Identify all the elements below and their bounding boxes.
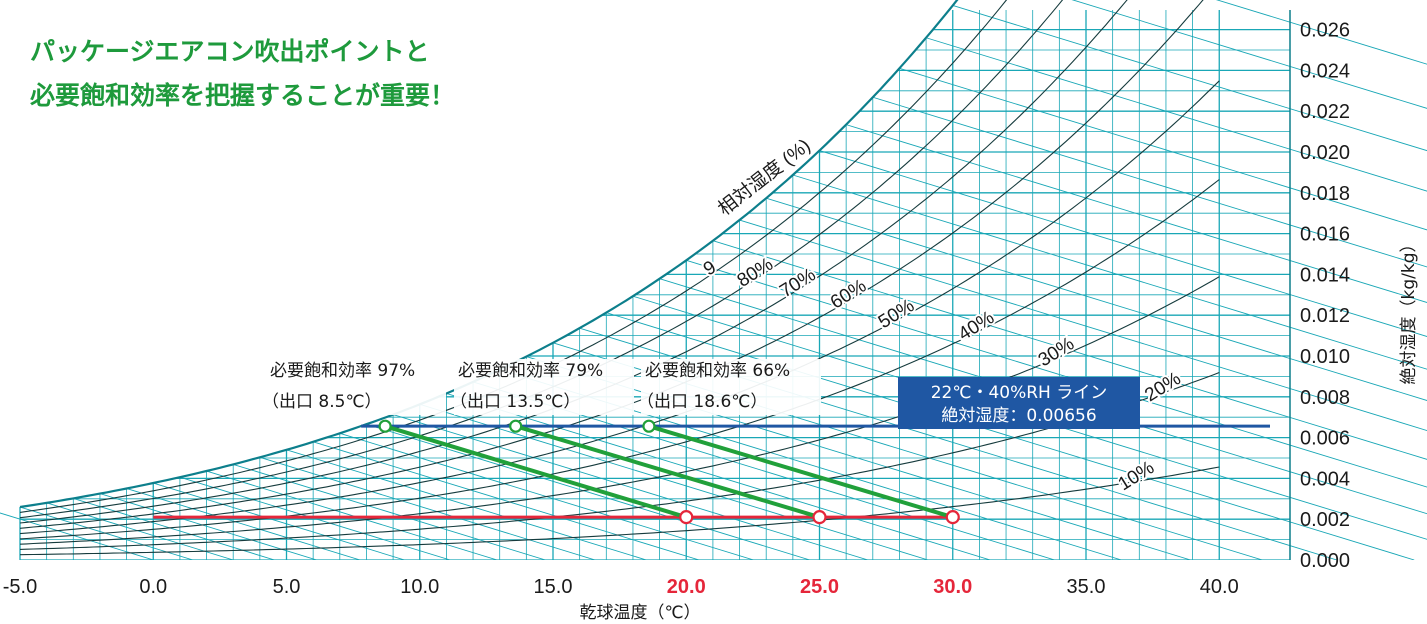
x-axis-title: 乾球温度（℃）: [579, 603, 700, 623]
wet-bulb-line: [366, 423, 811, 560]
process-sublabel: （出口 8.5℃）: [262, 392, 382, 412]
x-tick-label: 20.0: [667, 576, 706, 598]
wet-bulb-line: [766, 197, 1427, 401]
cooling-process-line: [648, 424, 954, 520]
headline-line2: 必要飽和効率を把握することが重要！: [30, 81, 455, 110]
wet-bulb-line: [259, 456, 596, 560]
wet-bulb-line: [446, 393, 991, 560]
wet-bulb-line: [606, 312, 1415, 560]
wet-bulb-line: [526, 356, 1191, 560]
annotation-box-line1: 22℃・40%RH ライン: [931, 383, 1108, 403]
rh-curve-label: 50%: [875, 295, 918, 333]
y-tick-label: 0.016: [1300, 224, 1350, 246]
process-lines-layer: [153, 419, 1270, 525]
y-tick-label: 0.014: [1300, 264, 1350, 286]
annotation-box-bg: [898, 377, 1140, 429]
wet-bulb-line: [952, 5, 1427, 152]
process-label: 必要飽和効率 97%: [270, 361, 415, 381]
rh-curve: [19, 0, 1008, 513]
rh-curve: [19, 276, 1220, 545]
y-tick-label: 0.018: [1300, 183, 1350, 205]
process-label: 必要飽和効率 66%: [645, 361, 790, 381]
x-tick-label: 30.0: [933, 576, 972, 598]
wet-bulb-line: [1071, 0, 1427, 109]
rh-curve: [19, 80, 1220, 535]
rh-curve-label: 40%: [955, 307, 998, 345]
y-tick-label: 0.010: [1300, 346, 1350, 368]
y-tick-label: 0.022: [1300, 101, 1350, 123]
x-tick-label: 10.0: [400, 576, 439, 598]
outlet-point: [509, 419, 523, 433]
x-tick-label: 35.0: [1067, 576, 1106, 598]
grid-layer: [0, 0, 1427, 560]
y-tick-label: 0.026: [1300, 20, 1350, 42]
process-label-bg: [641, 359, 821, 415]
wet-bulb-line: [899, 67, 1427, 231]
wet-bulb-line: [739, 219, 1427, 432]
wet-bulb-line: [792, 174, 1427, 370]
y-tick-label: 0.020: [1300, 142, 1350, 164]
cooling-process-line: [384, 424, 687, 520]
rh-curve: [19, 0, 1204, 529]
wet-bulb-line: [686, 259, 1427, 488]
inlet-point: [679, 510, 694, 525]
x-tick-label: 25.0: [800, 576, 839, 598]
process-label-bg: [266, 359, 446, 415]
process-sublabel: （出口 18.6℃）: [637, 392, 767, 412]
y-tick-label: 0.002: [1300, 509, 1350, 531]
y-tick-label: 0.012: [1300, 305, 1350, 327]
wet-bulb-line: [46, 502, 234, 560]
rh-curve-label: 10%: [1115, 457, 1158, 495]
wet-bulb-line: [73, 497, 275, 560]
wet-bulb-line: [712, 240, 1427, 460]
rh-curve-label: 9: [700, 257, 720, 280]
wet-bulb-line: [819, 150, 1427, 337]
wet-bulb-line: [872, 96, 1427, 268]
rh-curve: [19, 0, 1128, 524]
rh-curve: [19, 466, 1220, 556]
x-tick-label: 5.0: [273, 576, 301, 598]
y-tick-label: 0.024: [1300, 60, 1350, 82]
wet-bulb-line: [925, 37, 1427, 192]
headline-line1: パッケージエアコン吹出ポイントと: [30, 37, 430, 66]
annotation-box: 22℃・40%RH ライン 絶対湿度：0.00656: [898, 377, 1140, 429]
rh-curve: [19, 371, 1220, 550]
y-tick-label: 0.000: [1300, 550, 1350, 572]
y-tick-label: 0.008: [1300, 387, 1350, 409]
rh-curve: [19, 0, 959, 509]
y-tick-label: 0.004: [1300, 468, 1350, 490]
cooling-process-line: [515, 424, 821, 520]
process-sublabel: （出口 13.5℃）: [450, 392, 580, 412]
wet-bulb-line: [206, 470, 498, 560]
rh-curve: [19, 0, 1064, 519]
process-label: 必要飽和効率 79%: [458, 361, 603, 381]
wet-bulb-line: [286, 449, 647, 560]
process-label-bg: [454, 359, 634, 415]
wet-bulb-line: [233, 463, 546, 560]
x-tick-label: 40.0: [1200, 576, 1239, 598]
wet-bulb-line: [1215, 0, 1427, 65]
wet-bulb-line: [846, 124, 1427, 303]
inlet-point: [812, 510, 827, 525]
wet-bulb-line: [392, 414, 869, 560]
rh-curve-label: 60%: [827, 275, 870, 313]
annotation-box-line2: 絶対湿度：0.00656: [941, 406, 1096, 426]
wet-bulb-line: [313, 441, 700, 560]
outlet-point: [378, 419, 392, 433]
y-axis-title: 絶対湿度（kg/kg）: [1399, 236, 1419, 385]
inlet-point: [945, 510, 960, 525]
x-tick-label: -5.0: [3, 576, 37, 598]
outlet-point: [642, 419, 656, 433]
wet-bulb-line: [419, 403, 929, 560]
rh-curve-label: 30%: [1035, 333, 1078, 371]
x-tick-label: 0.0: [139, 576, 167, 598]
rh-curve-label: 70%: [776, 264, 819, 302]
x-tick-label: 15.0: [534, 576, 573, 598]
y-tick-label: 0.006: [1300, 428, 1350, 450]
